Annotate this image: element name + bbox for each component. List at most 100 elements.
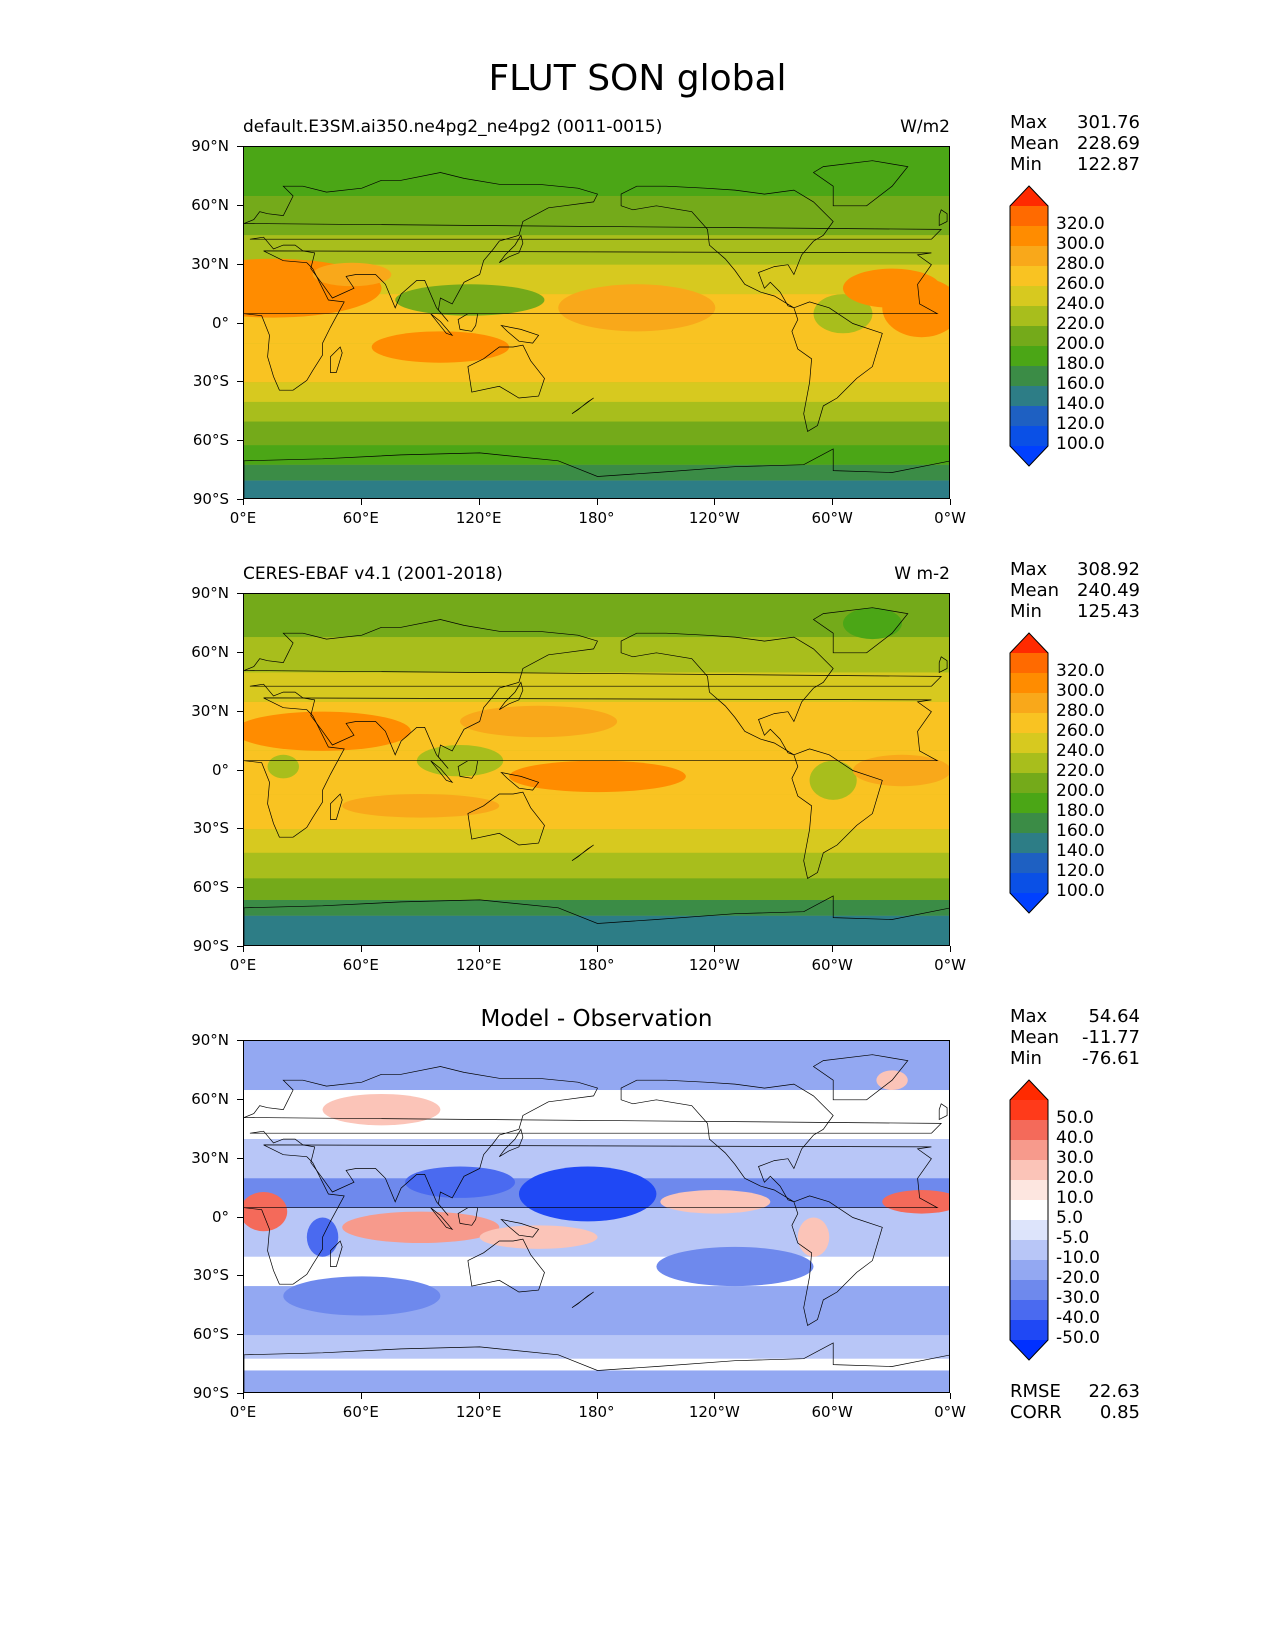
y-tick-mark (237, 440, 243, 442)
colorbar-label: 10.0 (1056, 1188, 1094, 1208)
contour-band (244, 147, 949, 197)
colorbar-label: 20.0 (1056, 1168, 1094, 1188)
stat-value: 240.49 (1077, 580, 1140, 601)
coastline (430, 1207, 454, 1231)
contour-region (809, 760, 857, 800)
x-tick-label: 120°W (688, 1403, 740, 1421)
colorbar-label: 200.0 (1056, 781, 1105, 801)
coastline (430, 313, 454, 337)
coastline (244, 895, 949, 945)
coastline (244, 1066, 943, 1216)
contour-band (244, 794, 949, 830)
x-tick-label: 180° (578, 956, 615, 974)
coastline (499, 681, 524, 710)
coastline (812, 1054, 909, 1101)
colorbar-segment (1010, 813, 1048, 834)
colorbar-wrapper (1009, 1079, 1049, 1361)
colorbar-label: 300.0 (1056, 234, 1105, 254)
coastline (620, 632, 834, 756)
map-plot (244, 147, 949, 498)
stat-value: 308.92 (1077, 559, 1140, 580)
colorbar-segment (1010, 366, 1048, 387)
colorbar-segment (1010, 246, 1048, 267)
colorbar-segment (1010, 733, 1048, 754)
colorbar-segment (1010, 713, 1048, 734)
coastline (938, 656, 948, 673)
stat-label: Mean (1010, 1027, 1060, 1048)
colorbar-label: 320.0 (1056, 214, 1105, 234)
coastline (571, 844, 594, 861)
contour-band (244, 1370, 949, 1392)
contour-band (244, 829, 949, 853)
colorbar-segment (1010, 326, 1048, 347)
x-tick-mark (243, 499, 244, 505)
x-tick-mark (950, 499, 951, 505)
x-tick-label: 0°W (934, 509, 966, 527)
colorbar-segment (1010, 1160, 1048, 1181)
colorbar-segment (1010, 426, 1048, 447)
panel-units: W/m2 (900, 117, 950, 137)
colorbar-extend-bottom (1010, 446, 1048, 466)
page-title: FLUT SON global (488, 58, 787, 99)
contour-band (244, 196, 949, 236)
y-tick-label: 90°S (192, 1384, 229, 1402)
colorbar-segment (1010, 1260, 1048, 1281)
y-tick-mark (237, 1393, 243, 1394)
stat-value: -76.61 (1081, 1048, 1140, 1069)
y-tick-label: 90°N (191, 1031, 229, 1049)
colorbar-segment (1010, 306, 1048, 327)
contour-band (244, 421, 949, 446)
x-tick-mark (714, 946, 716, 952)
contour-band (244, 464, 949, 481)
colorbar-segment (1010, 1140, 1048, 1161)
x-tick-label: 60°E (342, 509, 379, 527)
colorbar-label: 40.0 (1056, 1128, 1094, 1148)
y-tick-mark (237, 651, 243, 653)
x-tick-mark (714, 499, 716, 505)
colorbar-extend-bottom (1010, 893, 1048, 913)
colorbar-label: -20.0 (1056, 1268, 1100, 1288)
contour-region (342, 1211, 500, 1243)
x-tick-label: 60°W (811, 509, 853, 527)
coastline (812, 607, 909, 654)
colorbar-segment (1010, 853, 1048, 874)
y-tick-mark (237, 1334, 243, 1336)
colorbar-segment (1010, 1120, 1048, 1141)
stat-value: 54.64 (1088, 1006, 1140, 1027)
coastline (467, 1238, 545, 1293)
extra-stat-label: CORR (1010, 1402, 1062, 1423)
colorbar-outline (1009, 1079, 1049, 1361)
coastline (467, 791, 545, 846)
x-tick-mark (832, 1393, 834, 1399)
colorbar-label: 300.0 (1056, 681, 1105, 701)
x-tick-mark (243, 1393, 244, 1399)
contour-region (342, 794, 500, 818)
stat-label: Mean (1010, 580, 1060, 601)
contour-band (244, 480, 949, 498)
x-tick-mark (596, 1393, 598, 1399)
y-tick-mark (237, 322, 243, 324)
contour-band (244, 672, 949, 702)
coastline (499, 1128, 524, 1157)
x-tick-label: 0°E (229, 1403, 257, 1421)
x-tick-label: 0°E (229, 509, 257, 527)
contour-region (312, 262, 392, 287)
panel-left-title: CERES-EBAF v4.1 (2001-2018) (243, 564, 503, 584)
coastline (244, 1144, 939, 1285)
colorbar-outline (1009, 185, 1049, 467)
colorbar-label: 200.0 (1056, 334, 1105, 354)
colorbar-label: 260.0 (1056, 274, 1105, 294)
colorbar-segment (1010, 1220, 1048, 1241)
y-tick-mark (237, 263, 243, 265)
coastline (571, 397, 594, 414)
x-tick-mark (950, 946, 951, 952)
colorbar-label: 160.0 (1056, 821, 1105, 841)
stat-value: 122.87 (1077, 154, 1140, 175)
colorbar-label: 100.0 (1056, 881, 1105, 901)
y-tick-mark (237, 946, 243, 947)
coastline (330, 346, 343, 373)
coastline (500, 771, 540, 791)
x-tick-mark (243, 946, 244, 952)
colorbar-segment (1010, 206, 1048, 227)
colorbar-extend-top (1010, 1080, 1048, 1100)
